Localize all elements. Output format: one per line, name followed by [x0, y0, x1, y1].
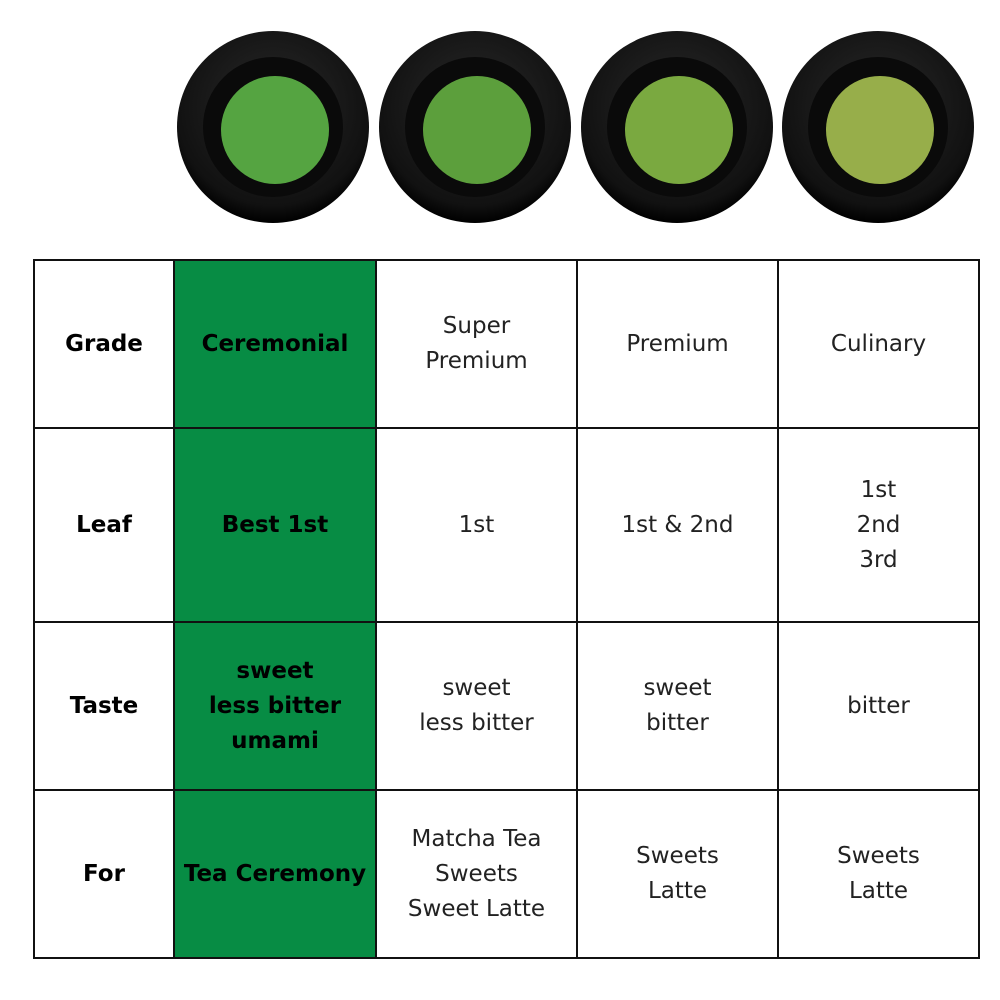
cell-text: Premium: [425, 348, 528, 374]
table-cell: Premium: [576, 259, 779, 429]
cell-text: Latte: [848, 878, 909, 904]
highlighted-cell: Tea Ceremony: [173, 789, 377, 959]
cell-text: Matcha Tea: [411, 825, 542, 852]
cell-text: 1st: [458, 511, 495, 538]
cell-text: Sweets: [435, 860, 518, 887]
cell-text: Sweet Latte: [407, 895, 546, 922]
cell-text: Leaf: [76, 511, 132, 538]
row-header: For: [33, 789, 175, 959]
cell-text: Tea Ceremony: [183, 860, 367, 887]
cell-text: Grade: [65, 330, 143, 357]
table-cell: Matcha Tea Sweets Sweet Latte: [375, 789, 578, 959]
highlighted-cell: Best 1st: [173, 427, 377, 623]
table-cell: 1st & 2nd: [576, 427, 779, 623]
cell-text: Latte: [647, 878, 708, 904]
cell-text: 2nd: [856, 511, 901, 538]
cell-text: bitter: [646, 710, 709, 736]
cell-text: For: [83, 860, 125, 887]
cell-text: 1st & 2nd: [621, 511, 734, 538]
cell-text: Super: [442, 313, 511, 339]
cell-text: umami: [231, 727, 319, 754]
cell-text: Taste: [69, 692, 139, 719]
bowl: [379, 31, 571, 223]
matcha-bowls: [177, 31, 974, 223]
table-cell: sweet less bitter: [375, 621, 578, 791]
table-cell: bitter: [777, 621, 980, 791]
cell-text: sweet: [442, 675, 511, 701]
cell-text: sweet: [236, 657, 314, 684]
table-cell: Sweets Latte: [777, 789, 980, 959]
highlighted-cell: sweet less bitter umami: [173, 621, 377, 791]
bowl: [177, 31, 369, 223]
table-cell: Super Premium: [375, 259, 578, 429]
table-cell: 1st 2nd 3rd: [777, 427, 980, 623]
cell-text: bitter: [847, 692, 910, 719]
cell-text: Sweets: [837, 843, 920, 869]
table-cell: Culinary: [777, 259, 980, 429]
cell-text: sweet: [643, 675, 712, 701]
cell-text: Best 1st: [221, 511, 329, 538]
bowl: [782, 31, 974, 223]
cell-text: Premium: [626, 330, 729, 357]
table-cell: 1st: [375, 427, 578, 623]
cell-text: Culinary: [830, 330, 927, 357]
table-cell: sweet bitter: [576, 621, 779, 791]
cell-text: less bitter: [208, 692, 342, 719]
bowl: [581, 31, 773, 223]
cell-text: Ceremonial: [201, 330, 349, 357]
cell-text: 1st: [860, 476, 897, 503]
row-header: Taste: [33, 621, 175, 791]
row-header: Leaf: [33, 427, 175, 623]
row-header: Grade: [33, 259, 175, 429]
highlighted-cell: Ceremonial: [173, 259, 377, 429]
cell-text: Sweets: [636, 843, 719, 869]
cell-text: less bitter: [419, 710, 534, 736]
cell-text: 3rd: [859, 546, 898, 573]
table-cell: Sweets Latte: [576, 789, 779, 959]
